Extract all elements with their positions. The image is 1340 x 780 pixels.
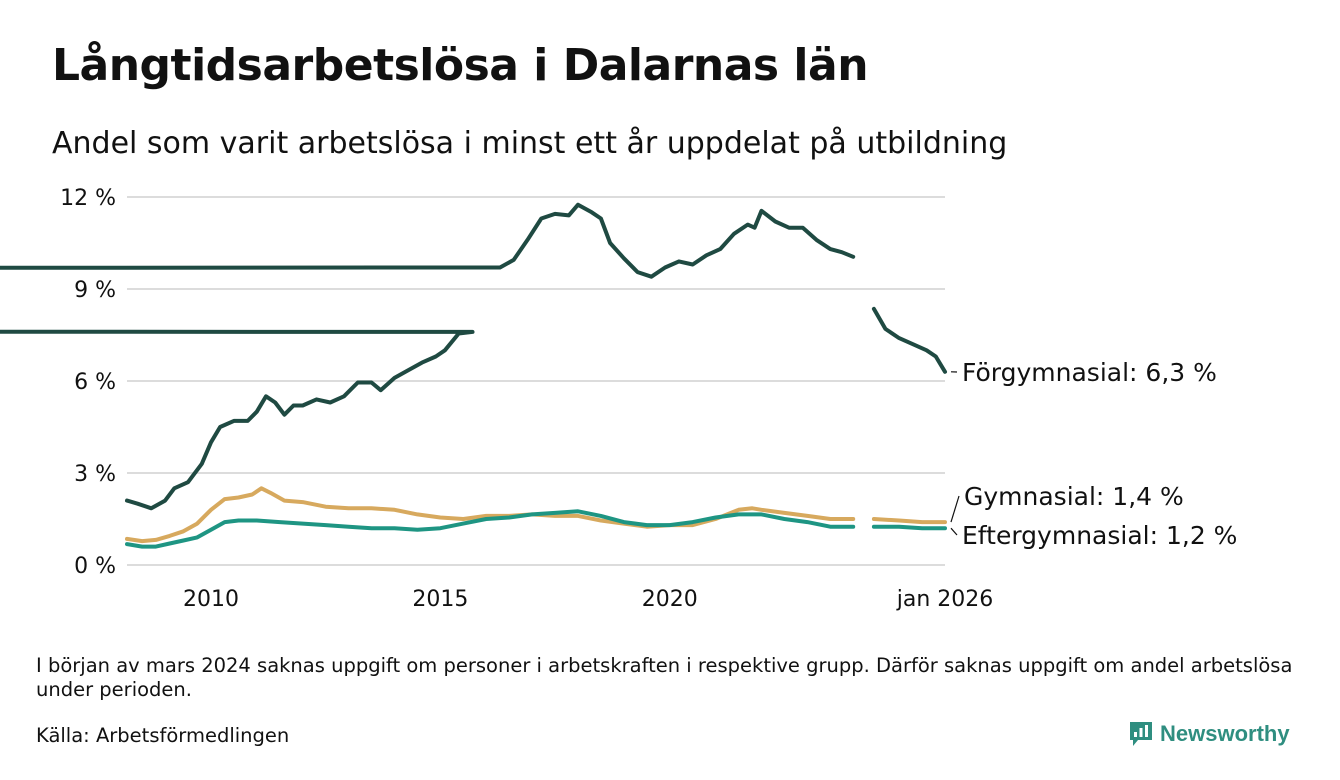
brand-name: Newsworthy: [1160, 721, 1290, 746]
x-tick-label: 2015: [412, 587, 468, 612]
series-line-förgymnasial: [871, 306, 947, 374]
series-end-label: Förgymnasial: 6,3 %: [962, 358, 1217, 387]
footnote: I början av mars 2024 saknas uppgift om …: [36, 654, 1293, 701]
y-tick-label: 3 %: [74, 462, 116, 487]
chart-title: Långtidsarbetslösa i Dalarnas län: [52, 40, 869, 91]
label-leader-line: [950, 495, 960, 523]
x-tick-label: 2020: [642, 587, 698, 612]
chart-subtitle: Andel som varit arbetslösa i minst ett å…: [52, 126, 1008, 161]
y-tick-label: 6 %: [74, 370, 116, 395]
series-line-gymnasial: [871, 517, 947, 525]
label-leader-line: [950, 527, 958, 536]
y-tick-label: 0 %: [74, 554, 116, 579]
series-line-eftergymnasial: [125, 509, 856, 549]
source-note: Källa: Arbetsförmedlingen: [36, 724, 290, 747]
x-axis-ticks: 2010 2015 2020 jan 2026: [183, 587, 993, 612]
x-tick-label: jan 2026: [896, 587, 994, 612]
series-end-label: Gymnasial: 1,4 %: [964, 482, 1184, 511]
y-tick-label: 12 %: [60, 186, 116, 211]
series-line-eftergymnasial: [871, 524, 947, 531]
series-line-förgymnasial: [0, 202, 856, 511]
bar-chart-speech-icon: [1130, 722, 1152, 746]
series-end-label: Eftergymnasial: 1,2 %: [962, 521, 1237, 550]
series-lines: [0, 202, 947, 549]
x-tick-label: 2010: [183, 587, 239, 612]
y-axis-ticks: 0 % 3 % 6 % 9 % 12 %: [60, 186, 116, 579]
series-line-gymnasial: [125, 486, 856, 544]
series-end-labels: Förgymnasial: 6,3 % Gymnasial: 1,4 % Efter…: [950, 358, 1237, 550]
y-tick-label: 9 %: [74, 278, 116, 303]
gridlines: [127, 196, 945, 566]
brand-logo: Newsworthy: [1128, 718, 1290, 750]
line-chart: 0 % 3 % 6 % 9 % 12 % 2010 2015 2020 jan 2026 Fö…: [0, 186, 1237, 612]
